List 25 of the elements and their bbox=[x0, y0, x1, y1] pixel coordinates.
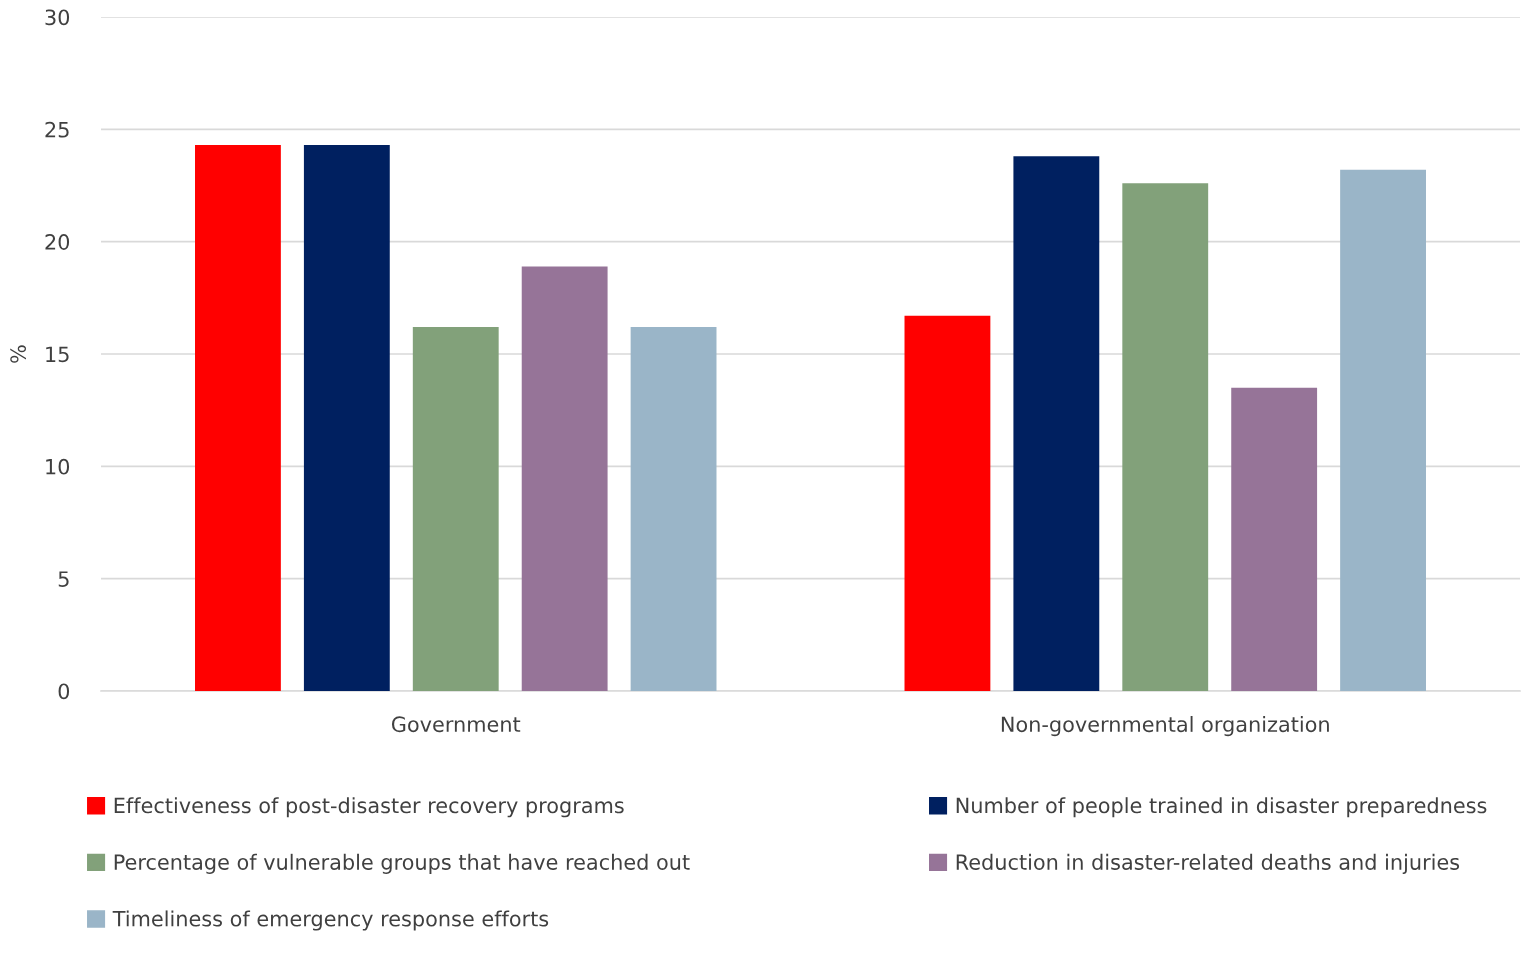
bar bbox=[195, 145, 281, 691]
bar bbox=[630, 327, 717, 691]
legend-label: Percentage of vulnerable groups that have reached out bbox=[114, 853, 690, 874]
bar bbox=[303, 145, 390, 691]
bar bbox=[1013, 156, 1100, 691]
bar bbox=[412, 327, 499, 691]
bar bbox=[904, 315, 991, 691]
y-tick-label: 30 bbox=[45, 9, 70, 26]
x-tick-label: Government bbox=[391, 716, 521, 733]
y-tick-label: 15 bbox=[46, 346, 69, 363]
legend-label: Number of people trained in disaster preparedness bbox=[956, 797, 1487, 818]
bar bbox=[1231, 387, 1318, 691]
bar bbox=[1122, 183, 1209, 691]
legend-label: Effectiveness of post-disaster recovery programs bbox=[114, 797, 624, 818]
y-tick-label: 5 bbox=[58, 571, 69, 587]
y-axis-title: % bbox=[10, 345, 27, 363]
y-tick-label: 20 bbox=[45, 234, 70, 250]
y-tick-label: 10 bbox=[46, 458, 70, 475]
y-tick-label: 25 bbox=[45, 121, 69, 138]
bar bbox=[521, 266, 608, 691]
legend-label: Reduction in disaster-related deaths and injuries bbox=[956, 853, 1460, 874]
bar bbox=[1340, 169, 1426, 691]
y-tick-label: 0 bbox=[58, 683, 70, 700]
x-tick-label: Non-governmental organization bbox=[1001, 716, 1329, 737]
legend-label: Timeliness of emergency response efforts bbox=[112, 910, 549, 931]
